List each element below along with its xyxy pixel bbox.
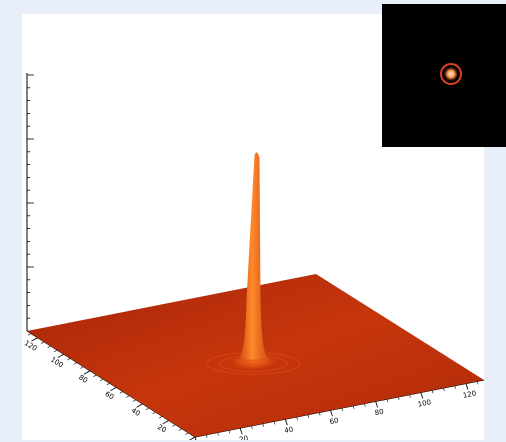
x-minor-tick: [228, 430, 231, 434]
y-tick-label: 120: [23, 339, 39, 353]
y-minor-tick: [132, 399, 137, 402]
inset-ring: [440, 63, 462, 85]
x-minor-tick: [239, 427, 242, 432]
x-minor-tick: [318, 412, 321, 416]
x-minor-tick: [273, 421, 276, 425]
x-minor-tick: [409, 394, 411, 398]
y-minor-tick: [126, 395, 130, 398]
x-tick-label: 100: [417, 398, 432, 408]
y-minor-tick: [106, 382, 110, 386]
x-tick-label: 80: [374, 408, 384, 418]
x-tick-label: 40: [284, 425, 294, 435]
x-minor-tick: [476, 381, 479, 385]
x-minor-tick: [330, 410, 332, 414]
x-minor-tick: [341, 407, 344, 412]
y-minor-tick: [80, 366, 84, 369]
y-minor-tick: [93, 374, 97, 377]
x-tick-label: 20: [239, 434, 249, 440]
x-minor-tick: [420, 392, 423, 396]
x-minor-tick: [364, 403, 366, 407]
y-minor-tick: [119, 391, 123, 394]
x-minor-tick: [307, 414, 310, 418]
y-minor-tick: [34, 337, 38, 340]
x-minor-tick: [397, 396, 400, 401]
x-minor-tick: [443, 387, 445, 392]
inset-heatmap: [440, 63, 462, 85]
y-tick-label: 40: [130, 406, 142, 418]
x-tick-label: 60: [329, 417, 339, 427]
y-minor-tick: [40, 341, 45, 344]
y-minor-tick: [86, 370, 91, 373]
y-minor-tick: [73, 362, 78, 365]
y-minor-tick: [159, 416, 163, 419]
x-minor-tick: [386, 399, 389, 403]
y-minor-tick: [145, 407, 150, 411]
x-minor-tick: [375, 401, 377, 405]
x-minor-tick: [194, 436, 197, 440]
y-minor-tick: [165, 420, 169, 423]
x-minor-tick: [285, 419, 287, 423]
y-minor-tick: [27, 333, 32, 336]
y-tick-label: 20: [156, 423, 168, 435]
y-tick-label: 60: [103, 390, 115, 402]
x-tick-label: 120: [462, 389, 477, 399]
x-minor-tick: [206, 434, 208, 438]
surface-plot: 0200040006000800002040608010012002040608…: [23, 73, 484, 440]
inset-spot: [444, 67, 458, 81]
y-minor-tick: [152, 411, 156, 415]
peak-spike: [237, 152, 270, 360]
y-minor-tick: [99, 378, 104, 382]
y-tick-label: 80: [77, 373, 89, 385]
y-minor-tick: [139, 403, 143, 406]
x-minor-tick: [431, 390, 434, 394]
x-minor-tick: [251, 425, 253, 429]
y-minor-tick: [178, 428, 183, 431]
y-minor-tick: [172, 424, 176, 427]
x-minor-tick: [454, 385, 456, 389]
y-minor-tick: [67, 358, 71, 361]
y-minor-tick: [54, 349, 58, 353]
y-minor-tick: [191, 436, 196, 440]
y-minor-tick: [60, 353, 64, 357]
y-minor-tick: [185, 432, 189, 435]
x-minor-tick: [217, 432, 219, 436]
y-tick-label: 100: [49, 356, 65, 370]
y-minor-tick: [113, 387, 117, 390]
inset-image: [382, 4, 506, 147]
x-minor-tick: [296, 416, 298, 421]
x-minor-tick: [352, 405, 355, 409]
x-minor-tick: [465, 383, 468, 387]
y-minor-tick: [47, 345, 51, 348]
x-minor-tick: [262, 423, 265, 427]
